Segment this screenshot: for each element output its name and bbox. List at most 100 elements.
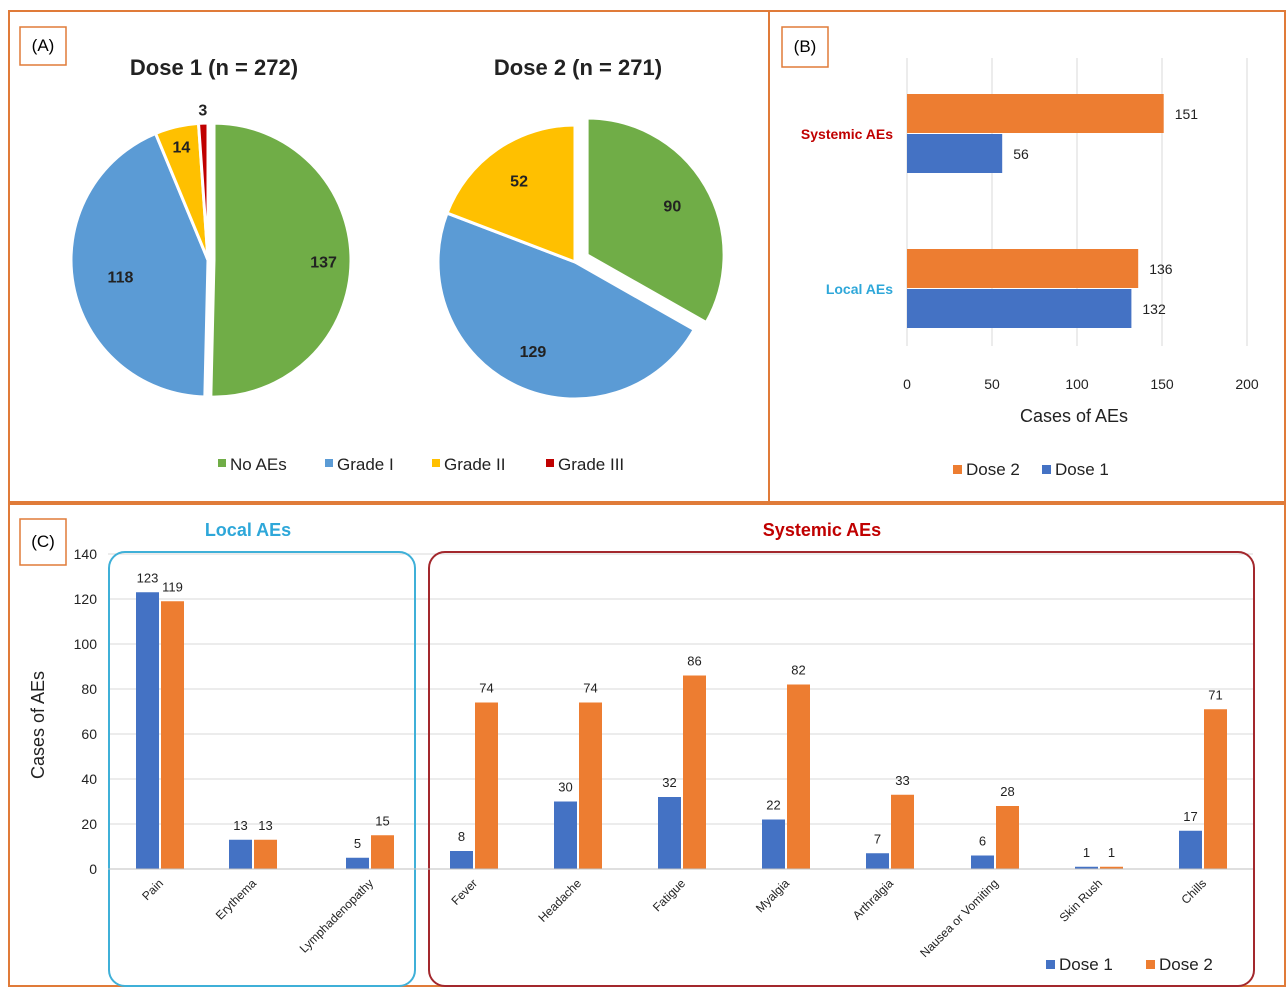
bar-value-label-pain-dose-2: 119 <box>162 579 183 594</box>
pie-slice-no-aes <box>585 116 726 325</box>
pie-slice-no-aes <box>209 121 353 399</box>
bar-fatigue-dose-2 <box>683 675 706 869</box>
bar-fever-dose-1 <box>450 851 473 869</box>
legend-swatch-dose-1 <box>1042 465 1051 474</box>
y-tick-label: 100 <box>74 636 98 652</box>
x-category-erythema: Erythema <box>213 876 259 922</box>
bar-erythema-dose-1 <box>229 839 252 869</box>
bar-arthralgia-dose-1 <box>866 853 889 869</box>
y-tick-label: 40 <box>81 771 97 787</box>
bar-value-label-fever-dose-1: 8 <box>458 829 465 844</box>
bar-erythema-dose-2 <box>254 839 277 869</box>
pie-slice-label-grade-i: 118 <box>108 269 134 286</box>
pie-dose1-title: Dose 1 (n = 272) <box>130 55 298 80</box>
y-tick-label: 80 <box>81 681 97 697</box>
y-tick-label: 140 <box>74 546 98 562</box>
bar-value-label-skin-rush-dose-2: 1 <box>1108 845 1115 860</box>
local-aes-box <box>108 551 416 987</box>
bar-lymphadenopathy-dose-1 <box>346 857 369 869</box>
bar-chart-total: 0 50 100 150 200 Systemic AEs 151 56 Local AEs 13… <box>801 58 1259 479</box>
bar-skin-rush-dose-2 <box>1100 866 1123 869</box>
pie-slice-label-no-aes: 137 <box>310 254 337 271</box>
x-tick-label: 100 <box>1065 376 1089 392</box>
bar-value-label-nausea-or-vomiting-dose-1: 6 <box>979 834 986 849</box>
y-tick-label: 120 <box>74 591 98 607</box>
bar-arthralgia-dose-2 <box>891 794 914 869</box>
bar-skin-rush-dose-1 <box>1075 866 1098 869</box>
group-title-local-aes: Local AEs <box>205 520 291 540</box>
bar-value-label-myalgia-dose-1: 22 <box>766 798 780 813</box>
bar-value-label-lymphadenopathy-dose-2: 15 <box>375 813 389 828</box>
panel-a-label: (A) <box>32 36 55 55</box>
bar-value-label-fatigue-dose-2: 86 <box>687 654 701 669</box>
bar-chills-dose-2 <box>1204 709 1227 869</box>
y-tick-label: 0 <box>89 861 97 877</box>
bar-myalgia-dose-1 <box>762 819 785 869</box>
bar-systemic-aes-dose-2 <box>907 94 1164 133</box>
bar-value-label-headache-dose-1: 30 <box>558 780 572 795</box>
legend-label-dose-2: Dose 2 <box>1159 955 1213 974</box>
y-tick-label: 20 <box>81 816 97 832</box>
pie-dose2-title: Dose 2 (n = 271) <box>494 55 662 80</box>
pie-slice-label-grade-ii: 52 <box>510 174 528 191</box>
x-category-nausea-or-vomiting: Nausea or Vomiting <box>917 876 1001 960</box>
bar-fever-dose-2 <box>475 702 498 869</box>
bar-headache-dose-1 <box>554 801 577 869</box>
bar-local-aes-dose-1 <box>907 289 1132 328</box>
bar-value-label-skin-rush-dose-1: 1 <box>1083 845 1090 860</box>
legend-swatch-no-aes <box>218 459 226 467</box>
bar-pain-dose-2 <box>161 601 184 869</box>
bar-lymphadenopathy-dose-2 <box>371 835 394 869</box>
bar-pain-dose-1 <box>136 592 159 869</box>
bar-value-label-local-aes-dose-2: 136 <box>1149 261 1173 277</box>
x-category-myalgia: Myalgia <box>753 876 792 915</box>
bar-value-label-lymphadenopathy-dose-1: 5 <box>354 836 361 851</box>
bar-fatigue-dose-1 <box>658 797 681 869</box>
panel-b-frame <box>768 10 1286 503</box>
bar-value-label-systemic-aes-dose-2: 151 <box>1175 106 1199 122</box>
panel-c-label-box <box>19 518 67 566</box>
bar-value-label-pain-dose-1: 123 <box>137 570 159 585</box>
bar-headache-dose-2 <box>579 702 602 869</box>
x-tick-label: 50 <box>984 376 1000 392</box>
legend-swatch-dose-2 <box>1146 960 1155 969</box>
bar-local-aes-dose-2 <box>907 249 1139 288</box>
x-category-skin-rush: Skin Rush <box>1057 876 1106 925</box>
x-category-headache: Headache <box>536 876 585 925</box>
bar-value-label-myalgia-dose-2: 82 <box>791 663 805 678</box>
bar-chart-by-symptom: 0 20 40 60 80 100 120 140 Cases of AEs Local AEs S… <box>28 520 1255 987</box>
bar-value-label-fatigue-dose-1: 32 <box>662 775 676 790</box>
bar-value-label-systemic-aes-dose-1: 56 <box>1013 146 1029 162</box>
pie-legend: No AEs Grade I Grade II Grade III <box>218 455 624 474</box>
pie-slice-label-no-aes: 90 <box>663 198 681 215</box>
legend-label-no-aes: No AEs <box>230 455 287 474</box>
y-tick-label: 60 <box>81 726 97 742</box>
bar-value-label-chills-dose-2: 71 <box>1208 687 1222 702</box>
panel-c-frame <box>8 503 1286 987</box>
legend-label-grade-ii: Grade II <box>444 455 505 474</box>
bar-value-label-fever-dose-2: 74 <box>479 681 493 696</box>
systemic-aes-box <box>428 551 1255 987</box>
pie-chart-dose2: 90 129 52 <box>436 116 726 401</box>
panel-b-label: (B) <box>794 37 817 56</box>
y-axis-title: Cases of AEs <box>28 671 48 779</box>
legend-swatch-grade-ii <box>432 459 440 467</box>
legend-swatch-grade-iii <box>546 459 554 467</box>
x-tick-label: 200 <box>1235 376 1259 392</box>
legend-label-dose-1: Dose 1 <box>1055 460 1109 479</box>
panel-b-label-box <box>781 26 829 68</box>
bar-value-label-arthralgia-dose-1: 7 <box>874 831 881 846</box>
pie-chart-dose1: 137 118 14 3 <box>69 102 353 399</box>
bar-value-label-erythema-dose-1: 13 <box>233 818 247 833</box>
x-category-lymphadenopathy: Lymphadenopathy <box>297 876 376 955</box>
bar-value-label-chills-dose-1: 17 <box>1183 809 1197 824</box>
bar-value-label-nausea-or-vomiting-dose-2: 28 <box>1000 784 1014 799</box>
bar-myalgia-dose-2 <box>787 684 810 869</box>
legend-swatch-dose-1 <box>1046 960 1055 969</box>
x-category-fever: Fever <box>449 876 481 908</box>
x-category-arthralgia: Arthralgia <box>850 876 896 922</box>
pie-slice-label-grade-i: 129 <box>520 344 547 361</box>
pie-slice-label-grade-ii: 14 <box>172 140 190 157</box>
bar-value-label-erythema-dose-2: 13 <box>258 818 272 833</box>
